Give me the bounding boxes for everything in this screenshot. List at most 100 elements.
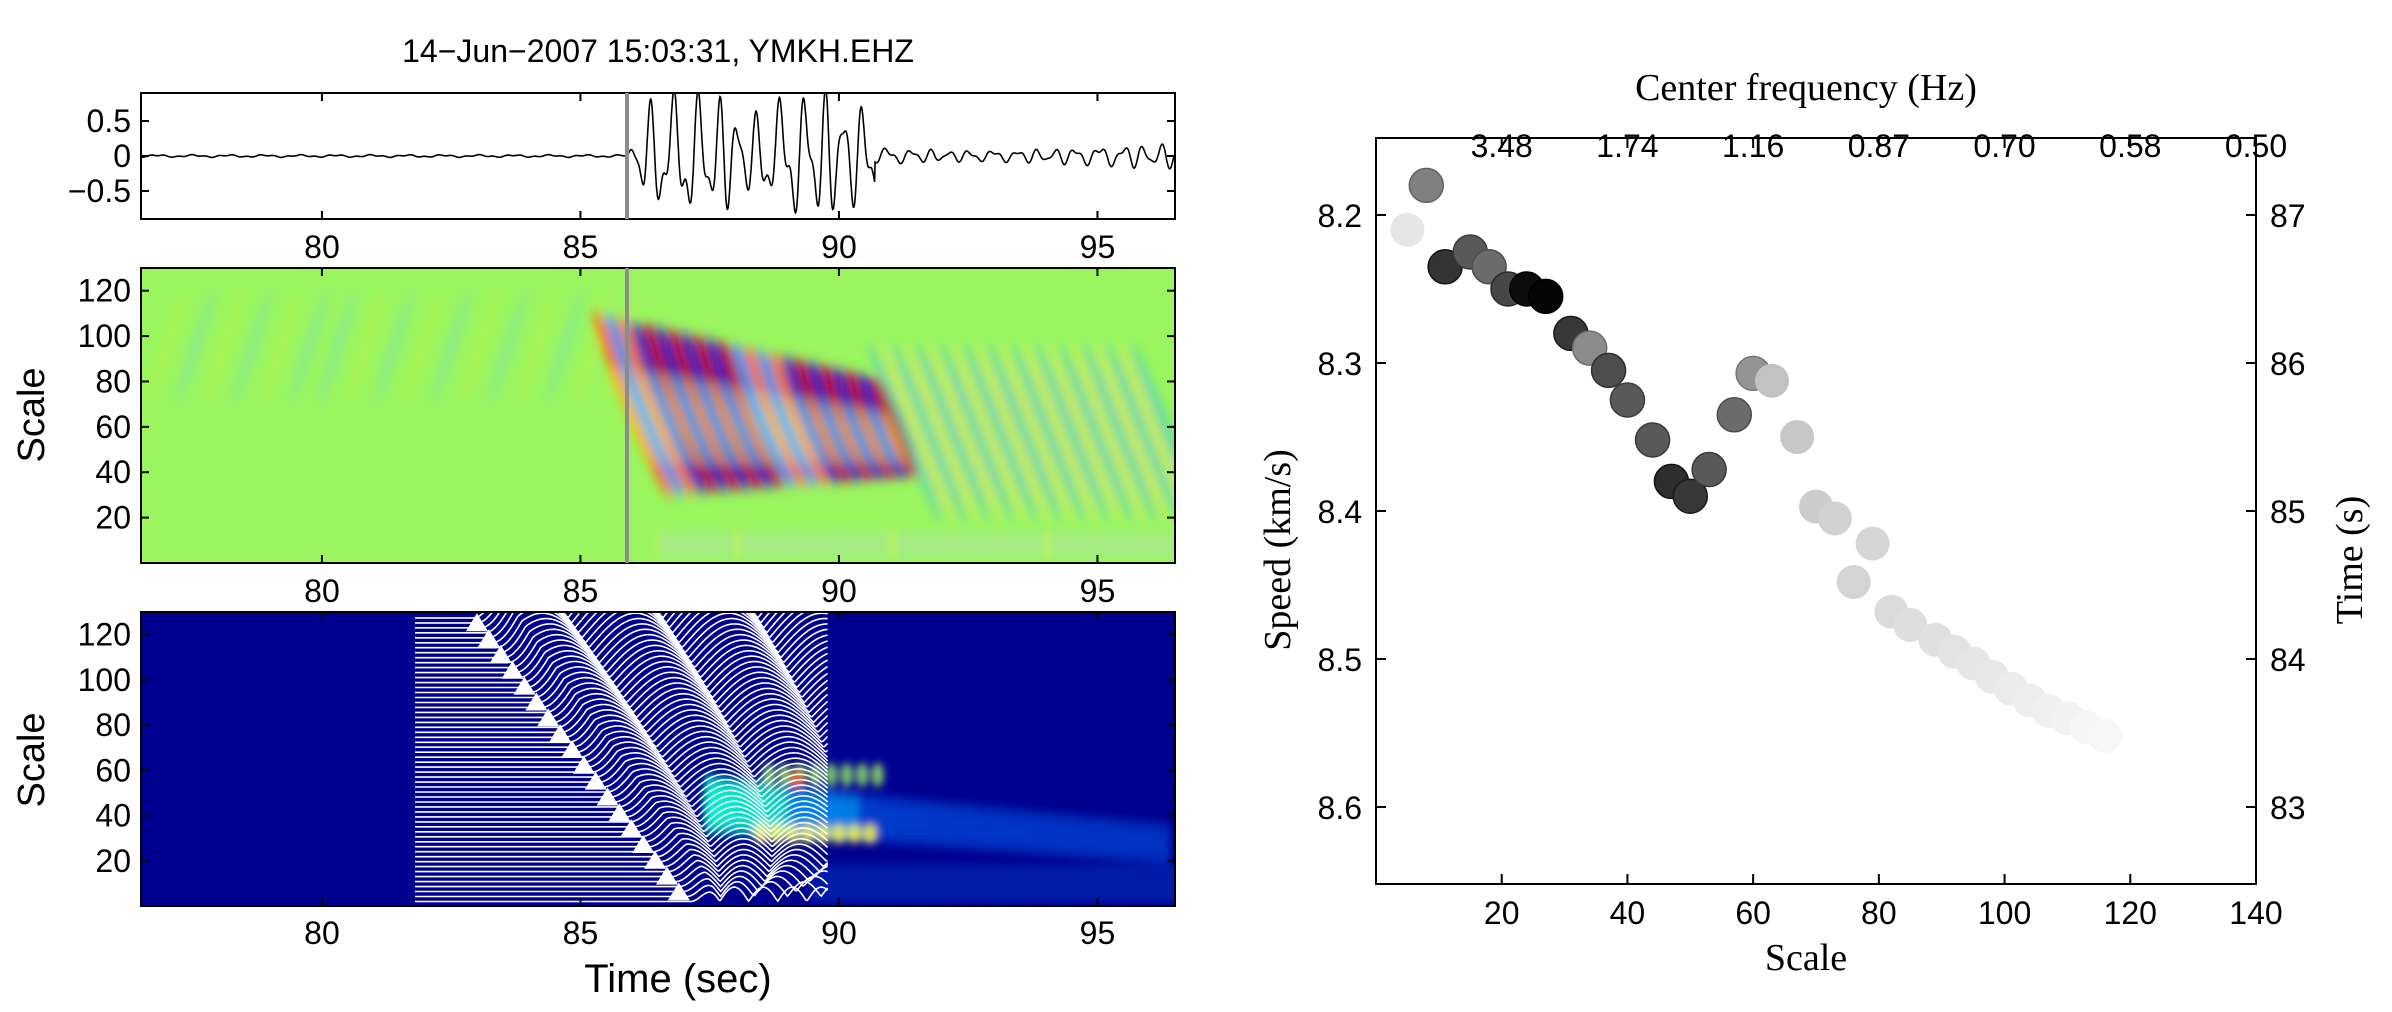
scale-trace: [415, 612, 771, 625]
cwt-panel: 20 40 60 80 100 120 80 85 90 95 Scale: [11, 267, 1176, 609]
scatter-point: [1672, 478, 1709, 514]
scale-trace: [415, 751, 829, 778]
scale-trace: [415, 768, 829, 794]
arrival-marker: [632, 834, 655, 853]
y-tick-label: 80: [95, 707, 131, 743]
scatter-point: [1817, 501, 1852, 536]
arrival-marker: [489, 644, 512, 663]
power-panel: 20 40 60 80 100 120 80 85 90 95 Scale: [11, 611, 1176, 951]
top-tick-label: 0.87: [1848, 128, 1910, 164]
arrival-marker: [608, 803, 631, 822]
arrival-marker: [525, 692, 548, 711]
x-tick-label: 100: [1978, 895, 2031, 931]
speed-ylabel: Speed (km/s): [1257, 449, 1299, 651]
arrival-marker: [596, 787, 619, 806]
scatter-point: [1527, 278, 1564, 315]
scale-trace: [415, 805, 829, 828]
scale-trace: [415, 870, 828, 888]
scale-trace: [415, 703, 829, 734]
scatter-point: [1390, 212, 1425, 247]
scale-trace: [415, 666, 829, 699]
arrival-marker: [537, 708, 560, 727]
y2-tick-label: 83: [2270, 790, 2306, 826]
scale-trace: [415, 719, 829, 748]
x-tick-label: 80: [1861, 895, 1897, 931]
scatter-point: [1590, 352, 1627, 389]
y-tick-label: 60: [95, 752, 131, 788]
x-tick-label: 85: [563, 229, 599, 265]
arrival-marker: [477, 629, 500, 648]
power-ylabel: Scale: [11, 712, 53, 807]
scale-trace: [415, 682, 829, 714]
scale-trace: [415, 875, 829, 893]
scatter-point: [1893, 607, 1928, 642]
y-tick-label: 100: [78, 318, 131, 354]
scale-trace: [415, 832, 829, 853]
scale-trace: [415, 714, 829, 744]
scale-trace: [415, 757, 829, 783]
top-tick-label: 1.74: [1596, 128, 1658, 164]
scale-trace: [415, 730, 829, 758]
y-tick-label: 20: [95, 500, 131, 536]
y-tick-label: 20: [95, 843, 131, 879]
time-xlabel: Time (sec): [584, 957, 771, 1001]
scatter-point: [1755, 363, 1789, 398]
scale-trace: [415, 617, 828, 654]
dispersion-chart: 20 40 60 80 100 120 140 8.2 8.3 8.4 8.5 8.6 87 86 85…: [1257, 67, 2371, 979]
scatter-point: [1855, 526, 1890, 561]
scale-trace: [415, 762, 829, 788]
x-tick-label: 85: [563, 573, 599, 609]
scale-trace: [415, 650, 828, 684]
scale-trace: [415, 848, 829, 868]
y-tick-label: 120: [78, 617, 131, 653]
y-tick-label: 8.3: [1318, 346, 1362, 382]
y-tick-label: 8.5: [1318, 642, 1362, 678]
scale-trace: [415, 838, 829, 858]
x-tick-label: 90: [821, 229, 857, 265]
time-y2label: Time (s): [2329, 496, 2371, 624]
scale-xlabel: Scale: [1765, 937, 1847, 979]
scale-trace: [415, 778, 829, 803]
arrival-marker: [572, 755, 595, 774]
arrival-marker: [513, 676, 536, 695]
scale-trace: [415, 827, 829, 848]
x-tick-label: 90: [821, 573, 857, 609]
y2-tick-label: 86: [2270, 346, 2306, 382]
arrival-marker: [667, 882, 690, 901]
scale-trace: [415, 639, 828, 674]
y-tick-label: 40: [95, 454, 131, 490]
x-tick-label: 80: [304, 915, 340, 951]
y-tick-label: 8.2: [1318, 198, 1362, 234]
scale-trace: [415, 735, 829, 763]
x-tick-label: 80: [304, 229, 340, 265]
top-tick-label: 0.70: [1973, 128, 2035, 164]
scale-trace: [415, 623, 828, 659]
y-tick-label: 8.4: [1318, 494, 1362, 530]
arrival-marker: [584, 771, 607, 790]
x-tick-label: 95: [1080, 573, 1116, 609]
arrival-marker: [501, 660, 524, 679]
x-tick-label: 140: [2229, 895, 2282, 931]
scale-trace: [415, 800, 829, 823]
scatter-point: [1780, 419, 1815, 454]
power-frame: [140, 611, 1176, 907]
arrival-marker: [549, 724, 572, 743]
top-tick-label: 1.16: [1722, 128, 1784, 164]
y-tick-label: 8.6: [1318, 790, 1362, 826]
scale-trace: [415, 660, 828, 694]
y2-tick-label: 84: [2270, 642, 2306, 678]
scale-trace: [415, 692, 829, 724]
y-tick-label: 0: [113, 138, 131, 174]
x-tick-label: 20: [1484, 895, 1520, 931]
x-tick-label: 80: [304, 573, 340, 609]
y-tick-label: 60: [95, 409, 131, 445]
cwt-frame: [140, 267, 1176, 564]
scale-trace: [415, 612, 828, 649]
x-tick-label: 95: [1080, 915, 1116, 951]
x-tick-label: 95: [1080, 229, 1116, 265]
scale-trace: [415, 859, 829, 878]
scatter-point: [1716, 397, 1753, 433]
scatter-point: [2088, 718, 2123, 753]
x-tick-label: 90: [821, 915, 857, 951]
